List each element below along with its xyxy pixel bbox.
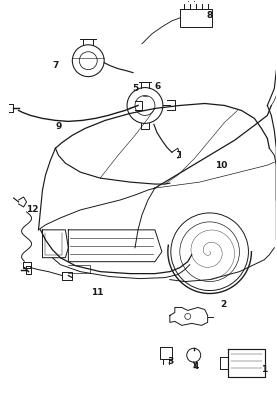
Text: 12: 12 bbox=[25, 205, 38, 214]
Text: 6: 6 bbox=[155, 81, 161, 91]
Text: 3: 3 bbox=[168, 357, 174, 366]
Text: 4: 4 bbox=[193, 362, 199, 371]
Text: 2: 2 bbox=[220, 300, 227, 309]
Text: 7: 7 bbox=[52, 61, 59, 70]
Text: 5: 5 bbox=[132, 83, 138, 93]
Text: 10: 10 bbox=[215, 161, 227, 170]
Text: 1: 1 bbox=[261, 365, 268, 373]
Text: 8: 8 bbox=[207, 12, 213, 20]
Text: 9: 9 bbox=[55, 122, 61, 131]
Text: 11: 11 bbox=[91, 288, 103, 296]
